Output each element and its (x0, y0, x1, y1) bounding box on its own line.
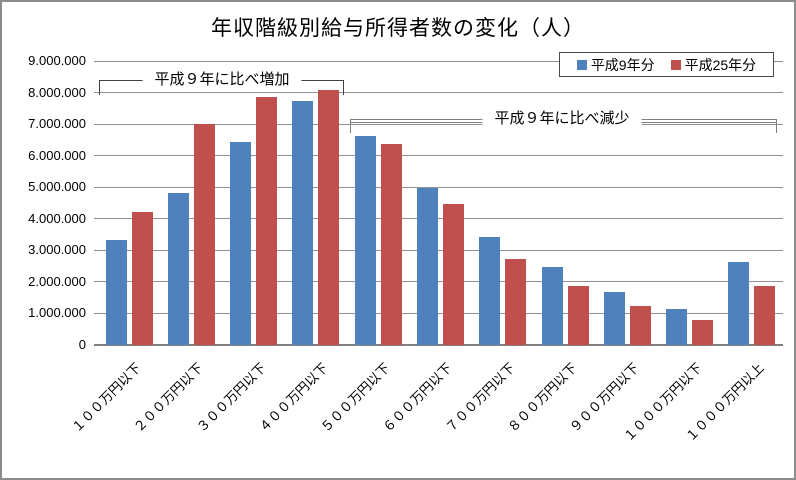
y-axis-tick-label: 1.000.000 (28, 305, 86, 321)
legend-swatch-series-1 (670, 59, 681, 70)
bar-group (721, 61, 783, 345)
y-axis-tick-label: 2.000.000 (28, 273, 86, 289)
bar-series-1 (567, 286, 589, 345)
bar-series-0 (728, 262, 750, 345)
chart-title: 年収階級別給与所得者数の変化（人） (211, 17, 585, 40)
bar-series-0 (666, 309, 688, 345)
bar-group (409, 61, 471, 345)
bar-group (534, 61, 596, 345)
y-axis-tick-label: 5.000.000 (28, 179, 86, 195)
gridline (94, 155, 783, 157)
legend-series-label: 平成9年分 (590, 56, 655, 73)
y-axis-tick-label: 6.000.000 (28, 147, 86, 163)
legend-item: 平成25年分 (670, 55, 757, 75)
bar-series-1 (629, 306, 651, 345)
bar-series-0 (354, 136, 376, 345)
y-axis-tick-label: 3.000.000 (28, 242, 86, 258)
x-axis-line (94, 344, 783, 346)
y-axis-tick-label: 0 (78, 337, 86, 352)
bar-series-1 (442, 204, 464, 345)
legend-series-label: 平成25年分 (684, 56, 757, 73)
legend: 平成9年分 平成25年分 (559, 52, 774, 77)
bar-group (472, 61, 534, 345)
y-axis-tick-label: 7.000.000 (28, 116, 86, 132)
bar-group (596, 61, 658, 345)
legend-item: 平成9年分 (576, 55, 655, 75)
bar-group (658, 61, 720, 345)
bar-series-1 (754, 286, 776, 345)
gridline (94, 249, 783, 251)
bar-group (285, 61, 347, 345)
bar-group (223, 61, 285, 345)
bar-series-0 (230, 142, 252, 345)
annotation-label: 平成９年に比べ増加 (142, 70, 302, 90)
bar-series-1 (692, 320, 714, 345)
y-axis-tick-label: 8.000.000 (28, 84, 86, 100)
bar-series-0 (541, 267, 563, 345)
gridline (94, 312, 783, 314)
bar-series-1 (193, 124, 215, 345)
bar-series-0 (292, 101, 314, 345)
bar-series-0 (603, 292, 625, 345)
bar-series-1 (380, 144, 402, 345)
gridline (94, 218, 783, 220)
gridline (94, 60, 783, 62)
plot-area (94, 60, 783, 346)
bar-group (98, 61, 160, 345)
gridline (94, 92, 783, 94)
bar-series-0 (479, 237, 501, 345)
bar-group (347, 61, 409, 345)
annotation-label: 平成９年に比べ減少 (482, 109, 642, 129)
gridline (94, 123, 783, 125)
bar-series-1 (318, 90, 340, 345)
bar-series-1 (256, 97, 278, 345)
gridline (94, 186, 783, 188)
bar-series-0 (416, 188, 438, 345)
bar-series-1 (505, 259, 527, 345)
bar-series-1 (131, 212, 153, 345)
y-axis-tick-label: 9.000.000 (28, 53, 86, 68)
bar-series-0 (167, 193, 189, 345)
bar-series-0 (105, 240, 127, 345)
bar-group (160, 61, 222, 345)
legend-swatch-series-0 (576, 59, 587, 70)
gridline (94, 281, 783, 283)
y-axis-tick-label: 4.000.000 (28, 210, 86, 226)
